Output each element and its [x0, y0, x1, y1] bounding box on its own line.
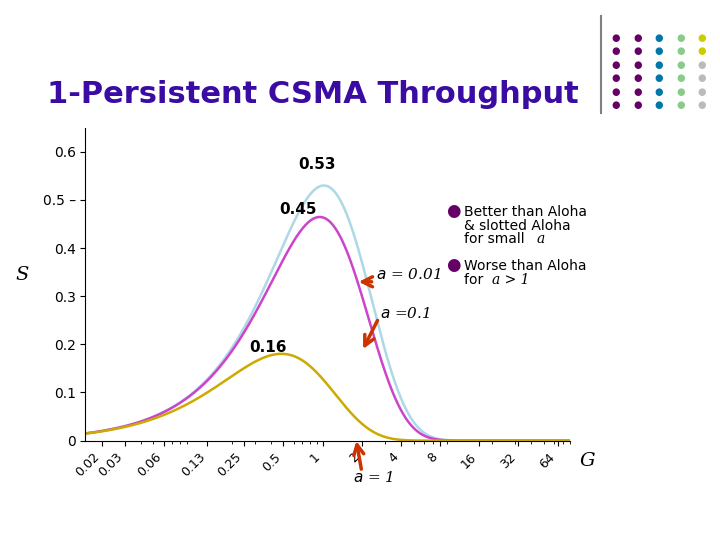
Text: & slotted Aloha: & slotted Aloha — [464, 219, 571, 233]
Text: 1-Persistent CSMA Throughput: 1-Persistent CSMA Throughput — [47, 80, 578, 109]
Text: ●: ● — [633, 60, 642, 70]
Text: ●: ● — [633, 46, 642, 56]
Text: $a$ = 0.01: $a$ = 0.01 — [376, 267, 441, 282]
Text: for: for — [464, 273, 488, 287]
Text: ●: ● — [698, 73, 706, 83]
Text: ●: ● — [676, 60, 685, 70]
Text: ●: ● — [676, 87, 685, 97]
Text: ●: ● — [698, 100, 706, 110]
Text: ●: ● — [654, 46, 663, 56]
Text: ●: ● — [611, 100, 620, 110]
Y-axis label: S: S — [15, 266, 28, 284]
Text: ●: ● — [654, 100, 663, 110]
Text: ●: ● — [446, 256, 461, 274]
Text: ●: ● — [611, 46, 620, 56]
Text: G: G — [580, 451, 595, 470]
Text: $a$ =0.1: $a$ =0.1 — [379, 306, 430, 321]
Text: ●: ● — [611, 87, 620, 97]
Text: ●: ● — [654, 73, 663, 83]
Text: ●: ● — [633, 87, 642, 97]
Text: ●: ● — [633, 33, 642, 43]
Text: ●: ● — [698, 87, 706, 97]
Text: ●: ● — [654, 33, 663, 43]
Text: 0.45: 0.45 — [279, 202, 317, 218]
Text: ●: ● — [676, 100, 685, 110]
Text: Better than Aloha: Better than Aloha — [464, 205, 588, 219]
Text: 0.16: 0.16 — [249, 340, 287, 355]
Text: ●: ● — [633, 100, 642, 110]
Text: ●: ● — [676, 46, 685, 56]
Text: ●: ● — [698, 60, 706, 70]
Text: ●: ● — [633, 73, 642, 83]
Text: ●: ● — [698, 33, 706, 43]
Text: 0.53: 0.53 — [298, 157, 336, 172]
Text: ●: ● — [611, 60, 620, 70]
Text: ●: ● — [676, 33, 685, 43]
Text: ●: ● — [654, 60, 663, 70]
Text: ●: ● — [611, 33, 620, 43]
Text: Worse than Aloha: Worse than Aloha — [464, 259, 587, 273]
Text: a: a — [536, 232, 544, 246]
Text: for small: for small — [464, 232, 529, 246]
Text: ●: ● — [611, 73, 620, 83]
Text: a > 1: a > 1 — [492, 273, 529, 287]
Text: ●: ● — [446, 202, 461, 220]
Text: ●: ● — [698, 46, 706, 56]
Text: $a$ = 1: $a$ = 1 — [353, 470, 393, 484]
Text: ●: ● — [654, 87, 663, 97]
Text: ●: ● — [676, 73, 685, 83]
